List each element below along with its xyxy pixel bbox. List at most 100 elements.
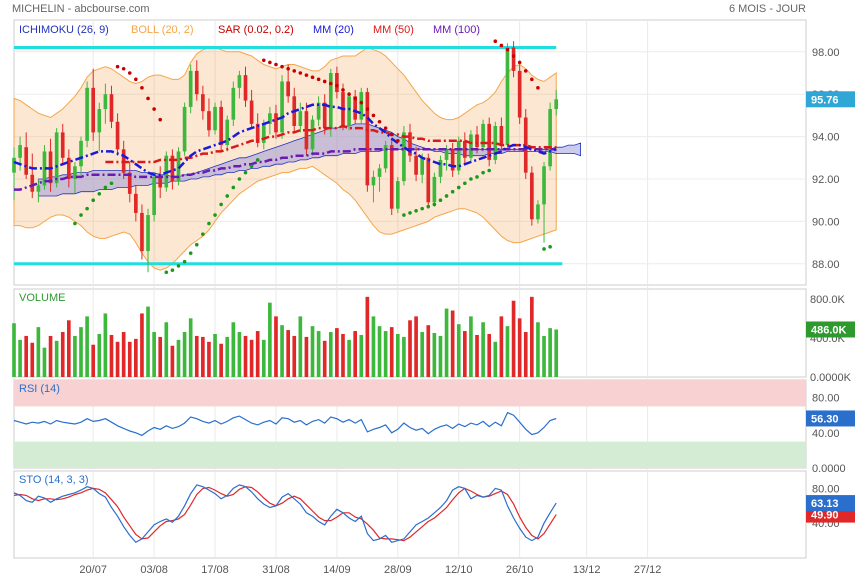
volume-layer xyxy=(12,296,559,377)
volume-bar xyxy=(194,335,199,377)
sar-dot xyxy=(127,71,132,75)
volume-bar xyxy=(328,332,333,377)
candle xyxy=(316,102,321,120)
last-d-label: 49.90 xyxy=(811,510,839,522)
last-price-label: 95.76 xyxy=(811,94,839,106)
candle xyxy=(79,140,83,167)
candle xyxy=(170,155,175,182)
volume-bar xyxy=(517,318,522,377)
sma50-line xyxy=(105,124,557,164)
stochastic-tick-label: 80.00 xyxy=(812,483,840,495)
volume-tick-label: 0.0000K xyxy=(810,372,852,384)
candle xyxy=(481,123,485,148)
candle xyxy=(322,102,327,129)
candle xyxy=(432,176,437,203)
candle xyxy=(85,87,89,141)
volume-bar xyxy=(91,344,96,377)
volume-bar xyxy=(335,328,339,377)
candle xyxy=(268,113,272,124)
sar-dot xyxy=(85,206,89,211)
last-volume-badge xyxy=(806,321,855,338)
sar-dot xyxy=(292,69,297,73)
candle xyxy=(542,166,546,205)
volume-bar xyxy=(225,336,230,377)
volume-bar xyxy=(103,313,108,377)
sar-dot xyxy=(213,213,217,217)
candle xyxy=(152,176,156,216)
candle xyxy=(140,212,144,252)
sar-dot xyxy=(316,77,321,82)
sar-dot xyxy=(426,204,431,209)
candle xyxy=(103,94,108,110)
candle xyxy=(109,94,114,122)
volume-bar xyxy=(316,331,321,377)
candle xyxy=(469,134,473,158)
price-legend: ICHIMOKU (26, 9) BOLL (20, 2) SAR (0.02,… xyxy=(19,24,480,36)
candle xyxy=(511,47,516,71)
volume-title: VOLUME xyxy=(19,292,65,304)
sar-dot xyxy=(249,164,254,169)
candle xyxy=(207,111,211,131)
candle xyxy=(408,132,412,156)
candle xyxy=(237,75,242,88)
volume-bar xyxy=(48,335,53,377)
candle xyxy=(402,132,406,182)
sar-dot xyxy=(359,100,364,105)
sar-dot xyxy=(194,242,199,247)
volume-bar xyxy=(79,327,83,377)
volume-bar xyxy=(146,306,150,377)
sar-dot xyxy=(432,202,437,207)
volume-bar xyxy=(261,339,266,377)
volume-bar xyxy=(140,313,144,377)
volume-bar xyxy=(395,333,400,377)
volume-bar xyxy=(176,339,181,377)
x-tick-label: 13/12 xyxy=(573,564,601,576)
sar-dot xyxy=(530,77,534,82)
candle xyxy=(42,151,47,186)
candle xyxy=(328,73,333,129)
legend-ichimoku: ICHIMOKU (26, 9) xyxy=(19,24,109,36)
sar-dot xyxy=(304,73,309,77)
volume-bar xyxy=(207,341,211,377)
volume-bar xyxy=(243,335,248,377)
candle xyxy=(97,109,102,133)
sar-dot xyxy=(158,117,163,122)
volume-bar xyxy=(487,333,492,377)
volume-bar xyxy=(322,340,327,377)
candle xyxy=(12,157,16,173)
sar-dot xyxy=(261,58,266,63)
volume-bar xyxy=(408,320,412,377)
price-tick-label: 94.00 xyxy=(812,132,840,144)
candle xyxy=(127,172,132,194)
sar-dot xyxy=(347,92,351,96)
volume-bar xyxy=(371,316,376,377)
volume-bar xyxy=(420,332,425,377)
sar-dot xyxy=(420,206,424,211)
volume-bar xyxy=(377,326,382,377)
rsi-title: RSI (14) xyxy=(19,383,60,395)
candle xyxy=(359,92,364,120)
candle xyxy=(91,87,96,133)
sar-dot xyxy=(438,198,443,202)
candle xyxy=(304,111,309,150)
x-tick-label: 20/07 xyxy=(79,564,107,576)
volume-bar xyxy=(201,336,205,377)
volume-bar xyxy=(249,339,254,377)
candle xyxy=(182,106,187,152)
sar-dot xyxy=(201,232,205,236)
x-tick-label: 12/10 xyxy=(445,564,473,576)
volume-bar xyxy=(219,343,223,377)
candle xyxy=(115,121,120,150)
sar-dot xyxy=(523,69,528,73)
candle xyxy=(219,106,223,146)
volume-bar xyxy=(481,322,485,377)
candle xyxy=(505,47,510,146)
sar-dot xyxy=(481,170,485,175)
volume-bar xyxy=(554,329,559,377)
sar-dot xyxy=(182,259,187,264)
candle xyxy=(298,111,303,126)
chart-title: MICHELIN - abcbourse.com xyxy=(12,3,150,15)
candle xyxy=(286,81,290,97)
sar-dot xyxy=(408,211,412,215)
